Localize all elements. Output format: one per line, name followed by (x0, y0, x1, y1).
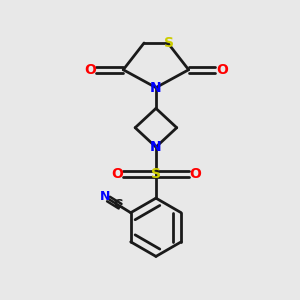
Text: O: O (84, 63, 96, 77)
Text: O: O (189, 167, 201, 181)
Text: N: N (100, 190, 111, 202)
Text: O: O (111, 167, 123, 181)
Text: N: N (150, 81, 162, 94)
Text: O: O (216, 63, 228, 77)
Text: C: C (113, 198, 123, 211)
Text: S: S (151, 167, 161, 181)
Text: N: N (150, 140, 162, 154)
Text: S: S (164, 36, 174, 50)
